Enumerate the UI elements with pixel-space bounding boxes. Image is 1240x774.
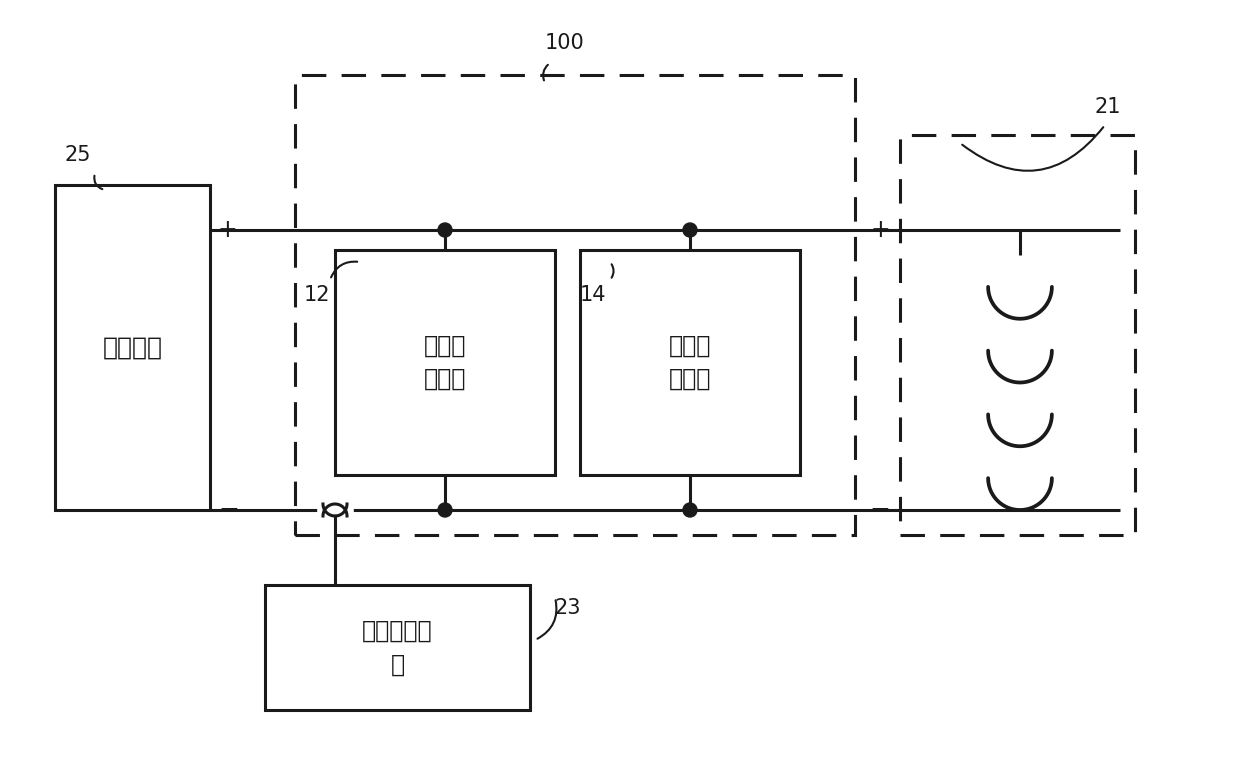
Text: 第二续
流模组: 第二续 流模组	[668, 334, 712, 391]
Text: 23: 23	[556, 598, 582, 618]
Text: 抱闸电源: 抱闸电源	[103, 335, 162, 359]
Text: 100: 100	[546, 33, 585, 53]
Text: +: +	[218, 218, 238, 242]
Circle shape	[438, 223, 453, 237]
Text: −: −	[869, 498, 890, 522]
Circle shape	[683, 503, 697, 517]
Circle shape	[438, 503, 453, 517]
Text: 12: 12	[304, 285, 330, 305]
Circle shape	[683, 223, 697, 237]
Text: 第一续
流模组: 第一续 流模组	[424, 334, 466, 391]
Text: +: +	[870, 218, 890, 242]
Text: 21: 21	[1095, 97, 1121, 117]
Text: 25: 25	[64, 145, 92, 165]
Text: 抱闸控制设
备: 抱闸控制设 备	[362, 618, 433, 676]
Text: −: −	[218, 498, 239, 522]
Text: 14: 14	[580, 285, 606, 305]
